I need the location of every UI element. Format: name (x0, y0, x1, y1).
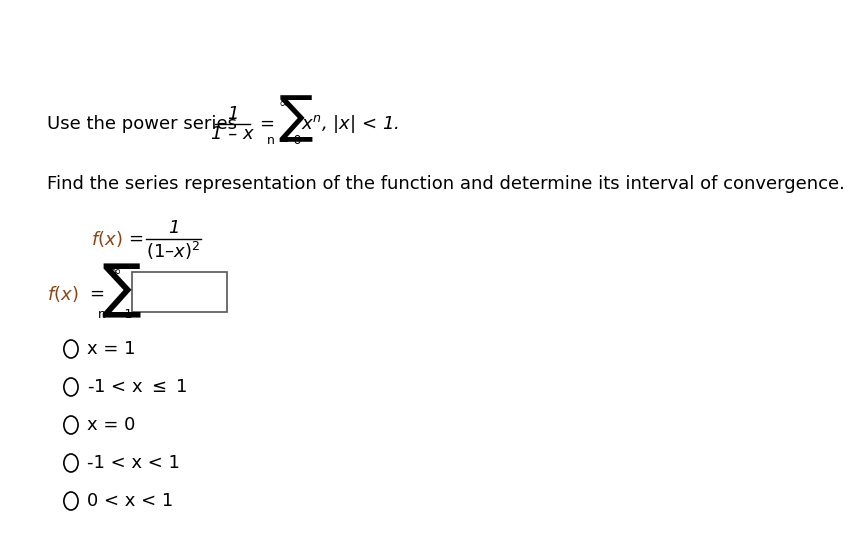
Text: $\sum$: $\sum$ (277, 94, 313, 144)
Text: x = 1: x = 1 (86, 340, 135, 358)
Text: $f(x)$: $f(x)$ (91, 229, 122, 249)
Text: Use the power series: Use the power series (47, 115, 237, 133)
Text: x = 0: x = 0 (86, 416, 135, 434)
Text: =: = (89, 285, 104, 303)
Text: ∞: ∞ (278, 97, 289, 111)
Text: n = 0: n = 0 (266, 134, 301, 146)
Text: 1 – x: 1 – x (211, 125, 254, 143)
Text: $(1 – x)^2$: $(1 – x)^2$ (146, 240, 200, 262)
Text: ∞: ∞ (110, 265, 121, 279)
Text: $\sum$: $\sum$ (101, 262, 141, 320)
Text: -1 < x < 1: -1 < x < 1 (86, 454, 180, 472)
FancyBboxPatch shape (133, 272, 227, 312)
Text: 1: 1 (227, 105, 238, 123)
Text: $f(x)$: $f(x)$ (47, 284, 79, 304)
Text: 1: 1 (168, 219, 179, 237)
Text: =: = (259, 115, 274, 133)
Text: 0 < x < 1: 0 < x < 1 (86, 492, 173, 510)
Text: $x^n$, |x| < 1.: $x^n$, |x| < 1. (301, 113, 399, 135)
Text: =: = (128, 230, 143, 248)
Text: n = 1: n = 1 (98, 307, 133, 321)
Text: -1 < x $\leq$ 1: -1 < x $\leq$ 1 (86, 378, 187, 396)
Text: Find the series representation of the function and determine its interval of con: Find the series representation of the fu… (47, 175, 845, 193)
